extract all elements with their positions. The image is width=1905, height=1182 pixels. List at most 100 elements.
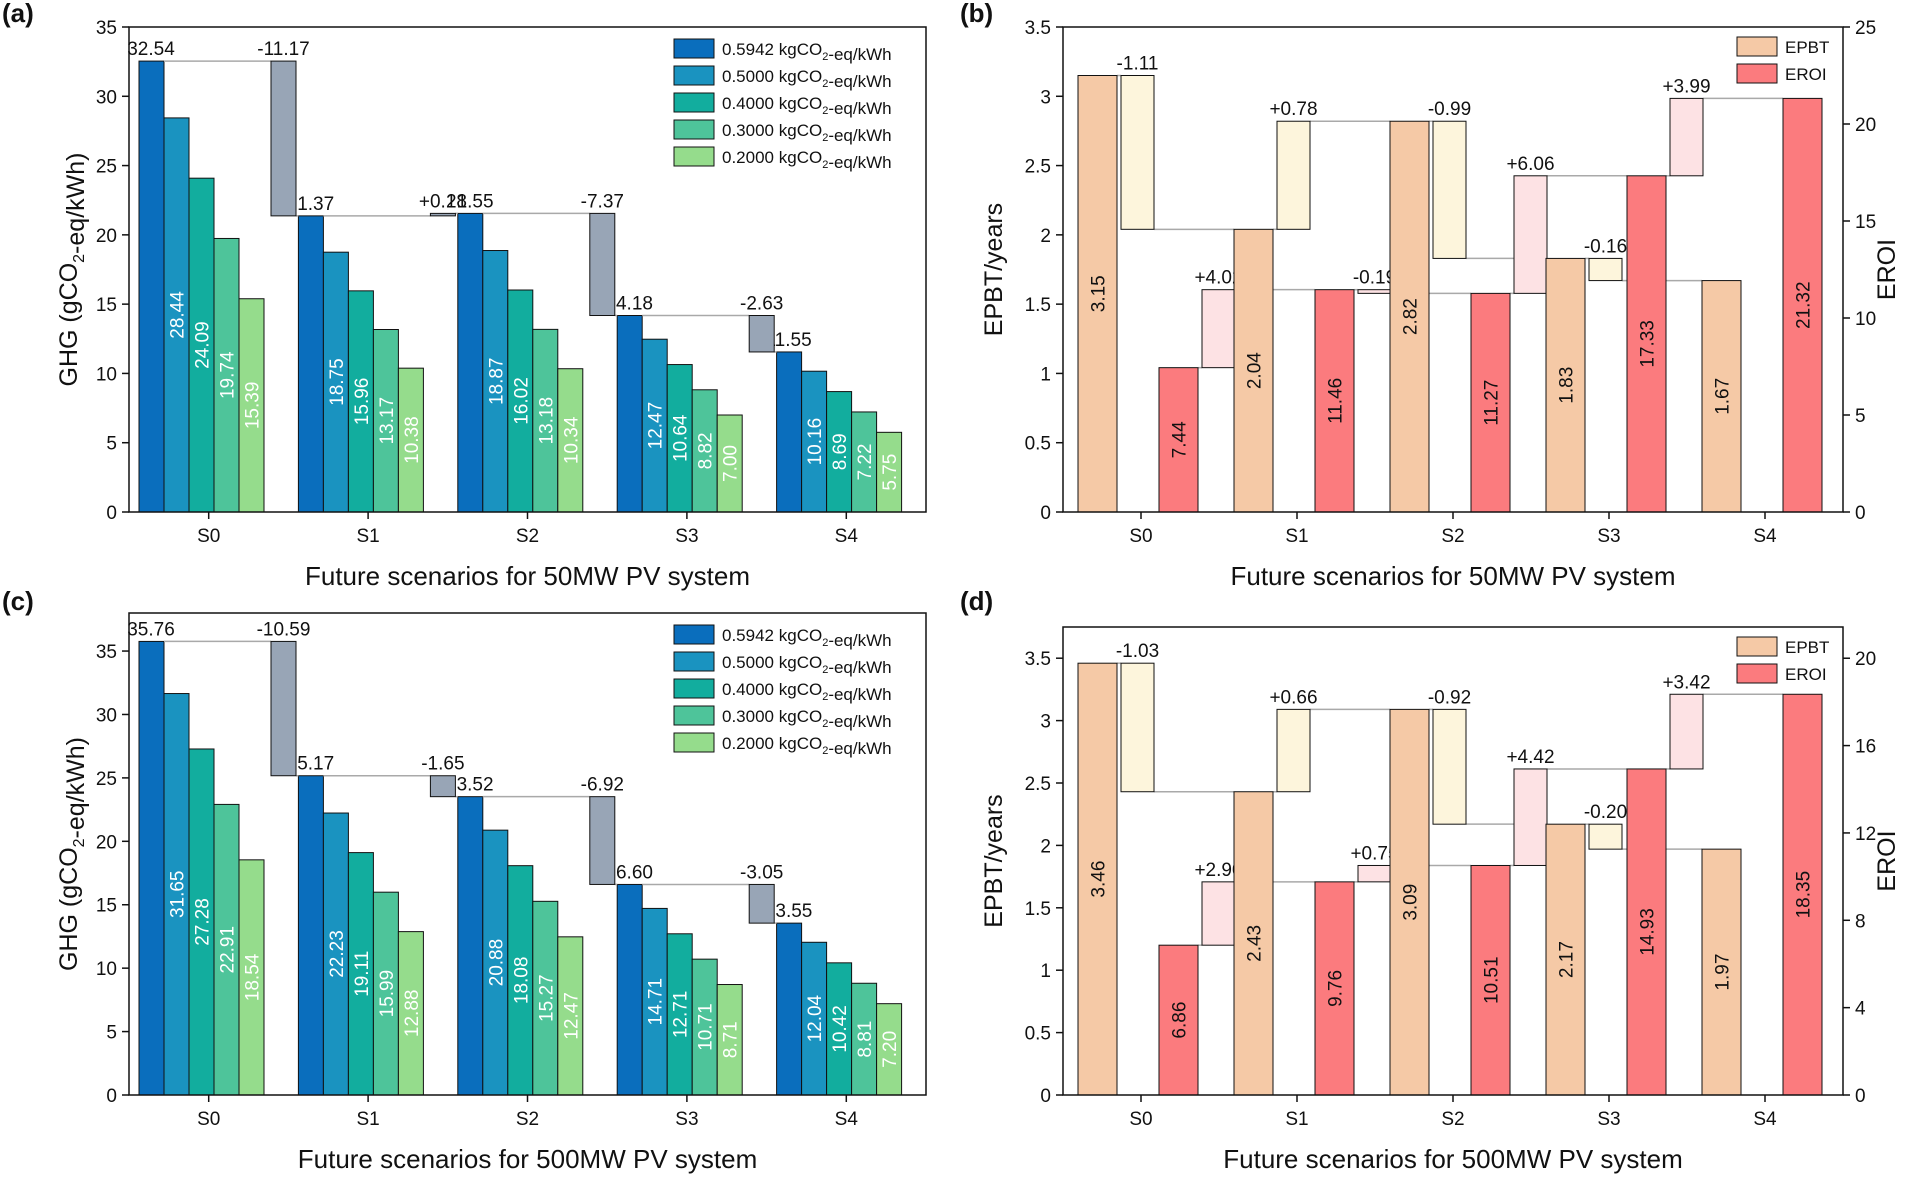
y-tick-label: 35 xyxy=(96,642,117,663)
legend-swatch xyxy=(673,119,715,140)
y-axis-title: EPBT/years xyxy=(980,794,1008,927)
epbt-bar xyxy=(1389,708,1430,1096)
epbt-step-bar xyxy=(1588,257,1623,282)
legend-label: 0.5000 kgCO2-eq/kWh xyxy=(722,653,892,677)
epbt-step-bar xyxy=(1120,662,1155,793)
legend-swatch xyxy=(673,678,715,699)
x-tick-label: S1 xyxy=(1285,526,1308,547)
y2-tick-label: 20 xyxy=(1855,115,1876,136)
eroi-data-label: 21.32 xyxy=(1794,281,1815,329)
y2-tick-label: 4 xyxy=(1855,999,1866,1020)
panel-3: (d) -1.03 +0.66 -0.92 -0.20 +2.90 +0.75 +4.42 +3… xyxy=(960,586,1901,1174)
bar xyxy=(297,775,324,1096)
eroi-step-label: +3.99 xyxy=(1662,76,1710,97)
epbt-bar xyxy=(1233,791,1274,1096)
data-label: 19.74 xyxy=(218,351,239,399)
bar xyxy=(457,212,484,513)
y-tick-label: 1.5 xyxy=(1025,295,1051,316)
eroi-step-label: +0.75 xyxy=(1350,843,1398,864)
y2-axis-title: EROI xyxy=(1873,239,1901,300)
eroi-step-bar xyxy=(1669,693,1704,770)
data-label: 13.18 xyxy=(536,397,557,445)
x-axis-title: Future scenarios for 500MW PV system xyxy=(298,1144,757,1174)
y-tick-label: 35 xyxy=(96,18,117,39)
top-label: 23.52 xyxy=(446,775,494,796)
step-bar xyxy=(589,212,616,317)
data-label: 10.38 xyxy=(402,416,423,464)
top-label: 16.60 xyxy=(605,862,653,883)
y-tick-label: 1 xyxy=(1040,961,1051,982)
eroi-step-bar xyxy=(1513,175,1548,294)
bar xyxy=(188,177,215,513)
epbt-step-bar xyxy=(1588,823,1623,850)
epbt-step-label: -0.92 xyxy=(1428,687,1471,708)
epbt-bar xyxy=(1077,75,1118,513)
epbt-step-label: -1.11 xyxy=(1117,54,1159,75)
epbt-data-label: 2.17 xyxy=(1557,941,1578,978)
epbt-step-label: -0.99 xyxy=(1428,99,1471,120)
data-label: 5.75 xyxy=(880,454,901,491)
step-bar xyxy=(270,60,297,217)
epbt-data-label: 1.67 xyxy=(1713,378,1734,415)
y2-tick-label: 5 xyxy=(1855,406,1866,427)
legend-swatch xyxy=(673,705,715,726)
eroi-step-bar xyxy=(1513,768,1548,866)
epbt-data-label: 3.15 xyxy=(1089,275,1110,312)
eroi-step-label: +6.06 xyxy=(1506,154,1554,175)
y-tick-label: 0 xyxy=(1040,503,1051,524)
eroi-data-label: 11.27 xyxy=(1482,380,1503,426)
bar xyxy=(716,984,743,1096)
data-label: 12.88 xyxy=(402,990,423,1038)
eroi-data-label: 9.76 xyxy=(1326,970,1347,1007)
step-label: -10.59 xyxy=(257,619,311,640)
top-label: 25.17 xyxy=(287,754,335,775)
y-tick-label: 2 xyxy=(1040,226,1051,247)
x-tick-label: S2 xyxy=(1441,526,1464,547)
epbt-step-bar xyxy=(1432,708,1467,825)
x-axis-title: Future scenarios for 50MW PV system xyxy=(1230,561,1675,591)
x-tick-label: S0 xyxy=(1129,1109,1152,1130)
legend-label: 0.5000 kgCO2-eq/kWh xyxy=(722,67,892,91)
x-tick-label: S4 xyxy=(835,526,859,547)
panel-letter: (b) xyxy=(960,0,993,28)
bar xyxy=(801,370,828,513)
epbt-step-bar xyxy=(1276,708,1311,793)
data-label: 12.71 xyxy=(671,991,692,1039)
data-label: 8.81 xyxy=(855,1021,876,1058)
data-label: 10.34 xyxy=(561,416,582,464)
eroi-step-label: +3.42 xyxy=(1662,672,1710,693)
bar xyxy=(826,962,853,1096)
data-label: 7.20 xyxy=(880,1031,901,1068)
data-label: 15.96 xyxy=(352,378,373,426)
step-label: +0.18 xyxy=(419,191,467,212)
epbt-step-label: +0.66 xyxy=(1269,687,1317,708)
epbt-data-label: 1.97 xyxy=(1713,954,1734,991)
eroi-bar xyxy=(1626,768,1667,1096)
bar xyxy=(188,748,215,1096)
y2-axis-title: EROI xyxy=(1873,830,1901,891)
data-label: 22.91 xyxy=(218,926,239,974)
x-axis-title: Future scenarios for 50MW PV system xyxy=(305,561,750,591)
y-tick-label: 0.5 xyxy=(1025,434,1051,455)
x-tick-label: S3 xyxy=(1597,1109,1620,1130)
x-tick-label: S3 xyxy=(1597,526,1620,547)
bar xyxy=(641,338,668,513)
eroi-bar xyxy=(1470,292,1511,513)
step-bar xyxy=(429,212,456,217)
bar xyxy=(666,364,693,513)
bar xyxy=(557,368,584,513)
data-label: 10.71 xyxy=(696,1003,717,1051)
data-label: 22.23 xyxy=(327,930,348,978)
y-tick-label: 2.5 xyxy=(1025,774,1051,795)
legend-swatch xyxy=(673,732,715,753)
bar xyxy=(457,796,484,1096)
step-bar xyxy=(270,640,297,777)
y-tick-label: 30 xyxy=(96,705,117,726)
eroi-bar xyxy=(1158,944,1199,1096)
panel-1: (b) -1.11 +0.78 -0.99 -0.16 +4.02 -0.19 +6.06 +3… xyxy=(960,0,1901,591)
y-axis-title: EPBT/years xyxy=(980,203,1008,336)
legend-swatch xyxy=(1736,36,1778,57)
bar xyxy=(163,117,190,513)
